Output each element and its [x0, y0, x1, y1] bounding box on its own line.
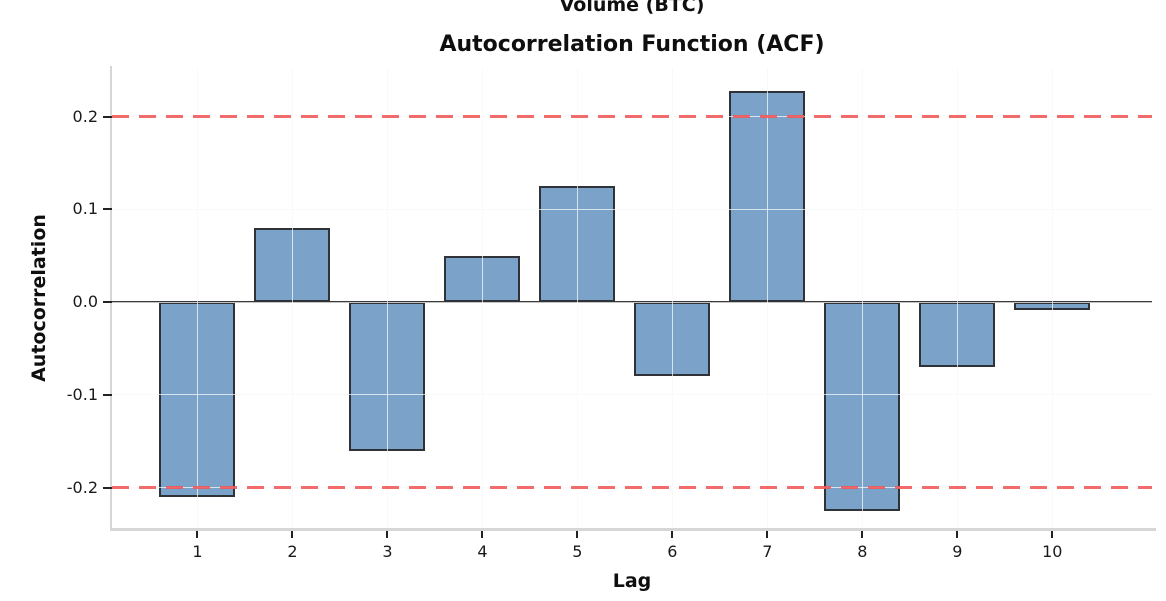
significance-line-upper [112, 115, 1152, 119]
x-tick-label: 8 [857, 542, 868, 561]
significance-line-lower [112, 486, 1152, 490]
x-tick-label: 6 [667, 542, 678, 561]
chart-title: Autocorrelation Function (ACF) [439, 32, 825, 57]
vertical-gridline-overlay [766, 68, 768, 528]
plot-area [112, 68, 1152, 528]
x-tick-mark [291, 531, 294, 538]
x-tick-mark [386, 531, 389, 538]
vertical-gridline-overlay [291, 68, 293, 528]
x-tick-mark [861, 531, 864, 538]
y-tick-mark [103, 301, 112, 304]
vertical-gridline-overlay [671, 68, 673, 528]
figure-suptitle: Volume (BTC) [559, 0, 705, 16]
y-tick-mark [103, 208, 112, 211]
horizontal-gridline-overlay [112, 301, 1152, 303]
x-tick-label: 1 [192, 542, 203, 561]
vertical-gridline-overlay [481, 68, 483, 528]
y-tick-mark [103, 393, 112, 396]
y-tick-mark [103, 115, 112, 118]
x-tick-mark [481, 531, 484, 538]
x-tick-label: 5 [572, 542, 583, 561]
vertical-gridline-overlay [1051, 68, 1053, 528]
x-tick-mark [956, 531, 959, 538]
vertical-gridline-overlay [861, 68, 863, 528]
x-tick-mark [671, 531, 674, 538]
horizontal-gridline-overlay [112, 208, 1152, 210]
left-spine [110, 66, 112, 531]
x-tick-label: 7 [762, 542, 773, 561]
vertical-gridline-overlay [386, 68, 388, 528]
y-tick-label: 0.0 [72, 292, 98, 312]
x-tick-label: 4 [477, 542, 488, 561]
x-tick-mark [766, 531, 769, 538]
x-tick-mark [1051, 531, 1054, 538]
x-tick-label: 3 [382, 542, 393, 561]
y-tick-label: -0.1 [66, 384, 98, 404]
x-tick-label: 10 [1042, 542, 1063, 561]
y-tick-mark [103, 486, 112, 489]
x-tick-label: 9 [952, 542, 963, 561]
bottom-spine [110, 528, 1156, 531]
x-tick-mark [196, 531, 199, 538]
horizontal-gridline-overlay [112, 394, 1152, 396]
y-tick-label: 0.2 [72, 106, 98, 126]
significance-layer [112, 68, 1152, 528]
x-tick-label: 2 [287, 542, 298, 561]
vertical-gridline-overlay [956, 68, 958, 528]
x-axis-label: Lag [612, 570, 652, 592]
y-tick-label: -0.2 [66, 477, 98, 497]
x-tick-mark [576, 531, 579, 538]
y-tick-label: 0.1 [72, 199, 98, 219]
vertical-gridline-overlay [576, 68, 578, 528]
vertical-gridline-overlay [196, 68, 198, 528]
